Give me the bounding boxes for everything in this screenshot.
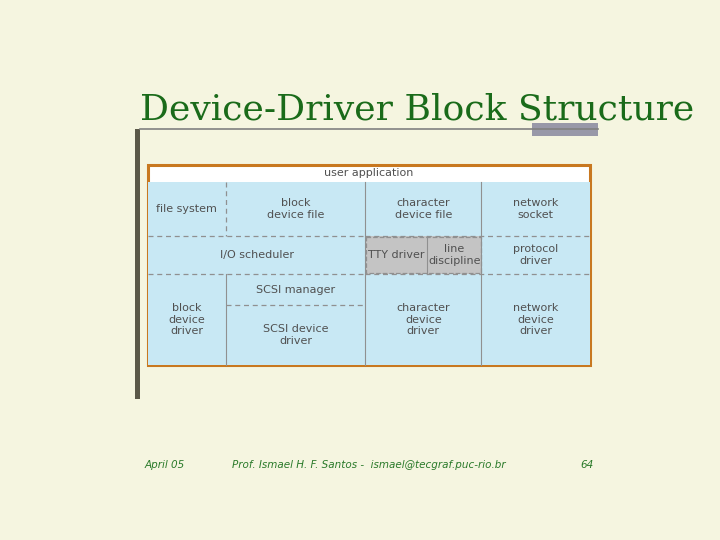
Text: line
discipline: line discipline xyxy=(428,244,480,266)
Text: SCSI manager: SCSI manager xyxy=(256,285,335,295)
Text: I/O scheduler: I/O scheduler xyxy=(220,250,294,260)
Text: TTY driver: TTY driver xyxy=(368,250,424,260)
Bar xyxy=(482,236,590,274)
Text: file system: file system xyxy=(156,204,217,214)
Bar xyxy=(148,236,365,274)
Text: network
device
driver: network device driver xyxy=(513,303,558,336)
Text: block
device file: block device file xyxy=(266,198,324,220)
Bar xyxy=(482,274,590,365)
Text: April 05: April 05 xyxy=(144,460,184,470)
Text: block
device
driver: block device driver xyxy=(168,303,205,336)
Text: SCSI device
driver: SCSI device driver xyxy=(263,324,328,346)
Bar xyxy=(532,123,598,136)
Bar xyxy=(135,130,140,399)
Bar xyxy=(148,274,365,365)
Text: network
socket: network socket xyxy=(513,198,558,220)
Text: Device-Driver Block Structure: Device-Driver Block Structure xyxy=(140,92,695,126)
Bar xyxy=(365,274,482,365)
Text: Prof. Ismael H. F. Santos -  ismael@tecgraf.puc-rio.br: Prof. Ismael H. F. Santos - ismael@tecgr… xyxy=(232,460,506,470)
Text: character
device
driver: character device driver xyxy=(397,303,450,336)
Bar xyxy=(148,165,590,365)
Text: protocol
driver: protocol driver xyxy=(513,244,558,266)
Bar xyxy=(148,182,365,236)
Text: user application: user application xyxy=(324,168,414,178)
Bar xyxy=(482,182,590,236)
Text: character
device file: character device file xyxy=(395,198,452,220)
Bar xyxy=(365,236,482,274)
Bar xyxy=(366,237,481,273)
Bar xyxy=(365,182,482,236)
Text: 64: 64 xyxy=(580,460,594,470)
